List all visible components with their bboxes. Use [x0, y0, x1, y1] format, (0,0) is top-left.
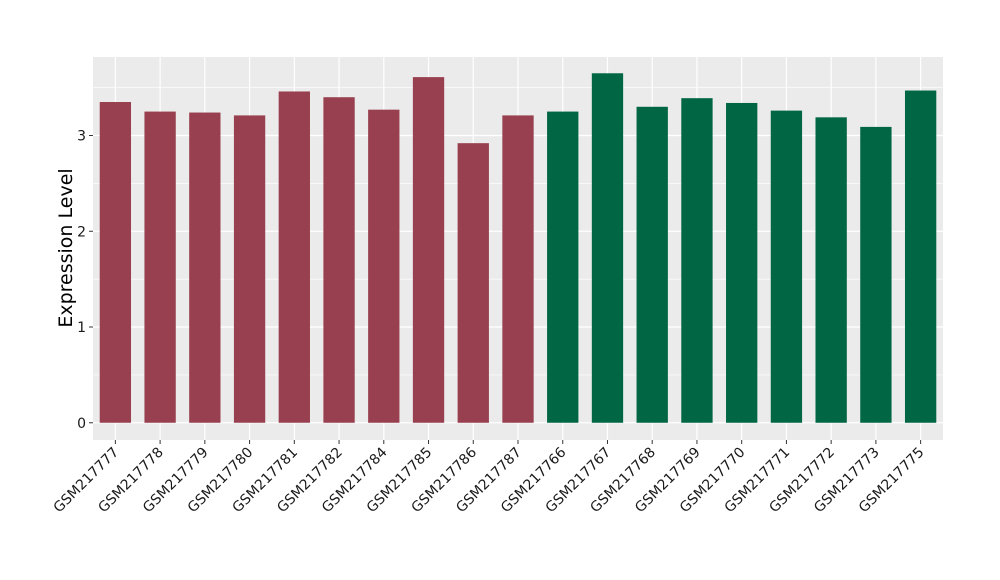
bar-GSM217772: [815, 117, 847, 423]
bar-GSM217767: [591, 73, 624, 423]
y-axis: 0 1 2 3: [77, 129, 93, 432]
bar-GSM217769: [681, 98, 713, 423]
bar-GSM217785: [412, 77, 445, 423]
bar-GSM217787: [502, 115, 534, 423]
bar-GSM217770: [726, 102, 758, 423]
y-axis-title: Expression Level: [55, 168, 77, 327]
bar-GSM217779: [189, 112, 221, 423]
y-tick-label: 0: [77, 416, 86, 432]
x-axis: GSM217777GSM217778GSM217779GSM217780GSM2…: [51, 440, 927, 516]
bar-GSM217773: [860, 126, 892, 423]
y-tick-label: 2: [77, 224, 86, 240]
bar-GSM217780: [233, 115, 266, 423]
y-tick-label: 3: [77, 129, 86, 145]
bar-GSM217778: [144, 111, 176, 423]
bar-GSM217775: [904, 90, 937, 423]
bar-GSM217786: [457, 143, 489, 423]
bar-GSM217766: [547, 111, 579, 423]
y-tick-label: 1: [77, 320, 86, 336]
bar-GSM217777: [99, 102, 132, 423]
bar-GSM217768: [636, 106, 668, 423]
bar-GSM217784: [368, 109, 400, 423]
bar-GSM217771: [770, 110, 803, 423]
bar-GSM217782: [323, 97, 355, 423]
bars: [99, 73, 937, 423]
bar-GSM217781: [278, 91, 310, 423]
